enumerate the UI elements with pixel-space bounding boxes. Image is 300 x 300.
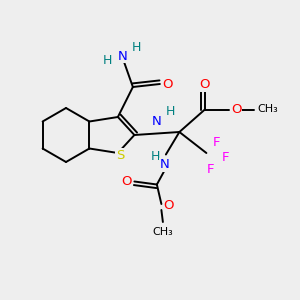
- Text: O: O: [231, 103, 242, 116]
- Text: N: N: [160, 158, 169, 172]
- Text: O: O: [200, 78, 210, 92]
- Text: H: H: [132, 40, 141, 54]
- Text: H: H: [151, 149, 160, 163]
- Text: N: N: [118, 50, 127, 63]
- Text: CH₃: CH₃: [257, 104, 278, 115]
- Text: H: H: [166, 105, 175, 119]
- Text: CH₃: CH₃: [152, 226, 173, 237]
- Text: F: F: [207, 163, 214, 176]
- Text: H: H: [103, 53, 112, 67]
- Text: S: S: [116, 149, 124, 162]
- Text: O: O: [164, 199, 174, 212]
- Text: F: F: [222, 151, 230, 164]
- Text: N: N: [152, 115, 162, 128]
- Text: O: O: [162, 77, 172, 91]
- Text: O: O: [122, 175, 132, 188]
- Text: F: F: [213, 136, 220, 149]
